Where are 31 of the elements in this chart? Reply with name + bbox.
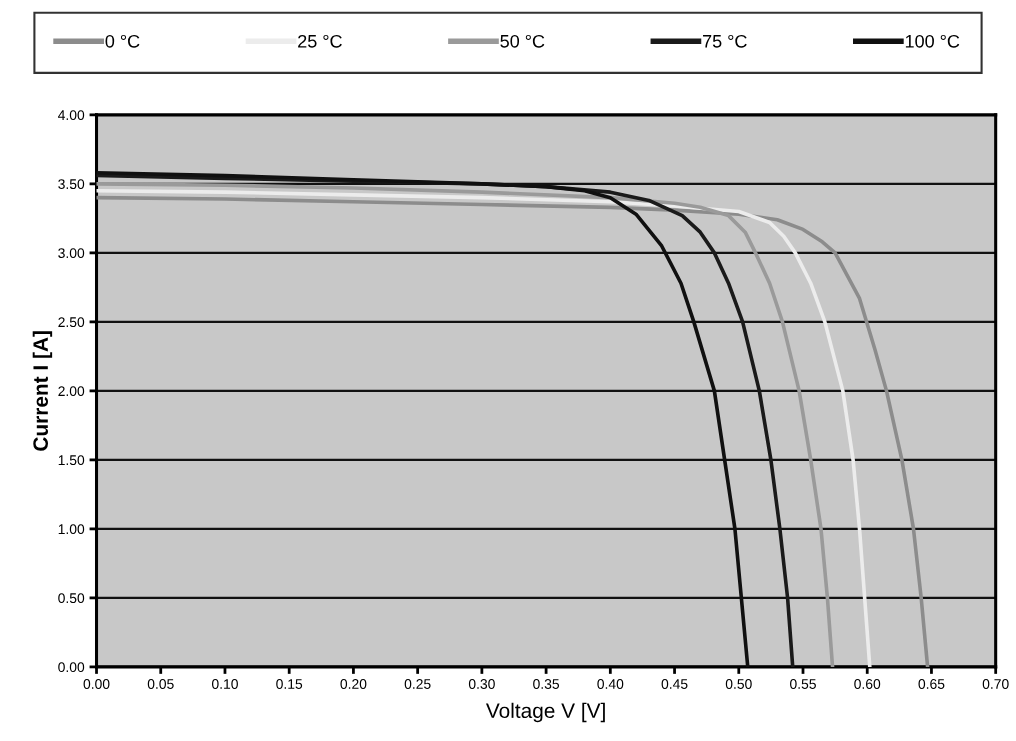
x-tick-label: 0.30 [468, 679, 495, 689]
x-tick-label: 0.00 [83, 679, 110, 689]
y-tick-label: 3.50 [58, 179, 85, 190]
y-tick-label: 1.50 [58, 455, 85, 466]
x-tick-label: 0.05 [147, 679, 174, 689]
x-axis-title: Voltage V [V] [485, 702, 605, 723]
x-tick-label: 0.45 [661, 679, 688, 689]
x-tick-label: 0.15 [276, 679, 303, 689]
x-tick-label: 0.25 [404, 679, 431, 689]
legend-label: 75 °C [703, 34, 747, 48]
x-tick-label: 0.20 [340, 679, 367, 689]
y-tick-label: 1.00 [58, 524, 85, 535]
y-tick-label: 2.00 [58, 386, 85, 397]
x-tick-label: 0.35 [533, 679, 560, 689]
x-tick-label: 0.55 [790, 679, 816, 689]
x-tick-label: 0.10 [212, 679, 238, 689]
legend-label: 50 °C [500, 34, 545, 48]
y-tick-label: 0.50 [58, 593, 85, 604]
legend-label: 25 °C [298, 34, 342, 48]
x-tick-label: 0.60 [854, 679, 881, 689]
x-tick-label: 0.40 [597, 679, 624, 689]
y-axis-title: Current I [A] [32, 331, 53, 451]
x-tick-label: 0.50 [725, 679, 752, 689]
x-tick-label: 0.65 [918, 679, 945, 689]
x-tick-label: 0.70 [982, 679, 1009, 689]
y-tick-label: 3.00 [58, 248, 85, 259]
y-tick-label: 0.00 [58, 662, 85, 673]
legend-label: 0 °C [105, 34, 140, 48]
legend-label: 100 °C [905, 34, 960, 48]
y-tick-label: 2.50 [58, 317, 85, 328]
y-tick-label: 4.00 [58, 110, 85, 121]
